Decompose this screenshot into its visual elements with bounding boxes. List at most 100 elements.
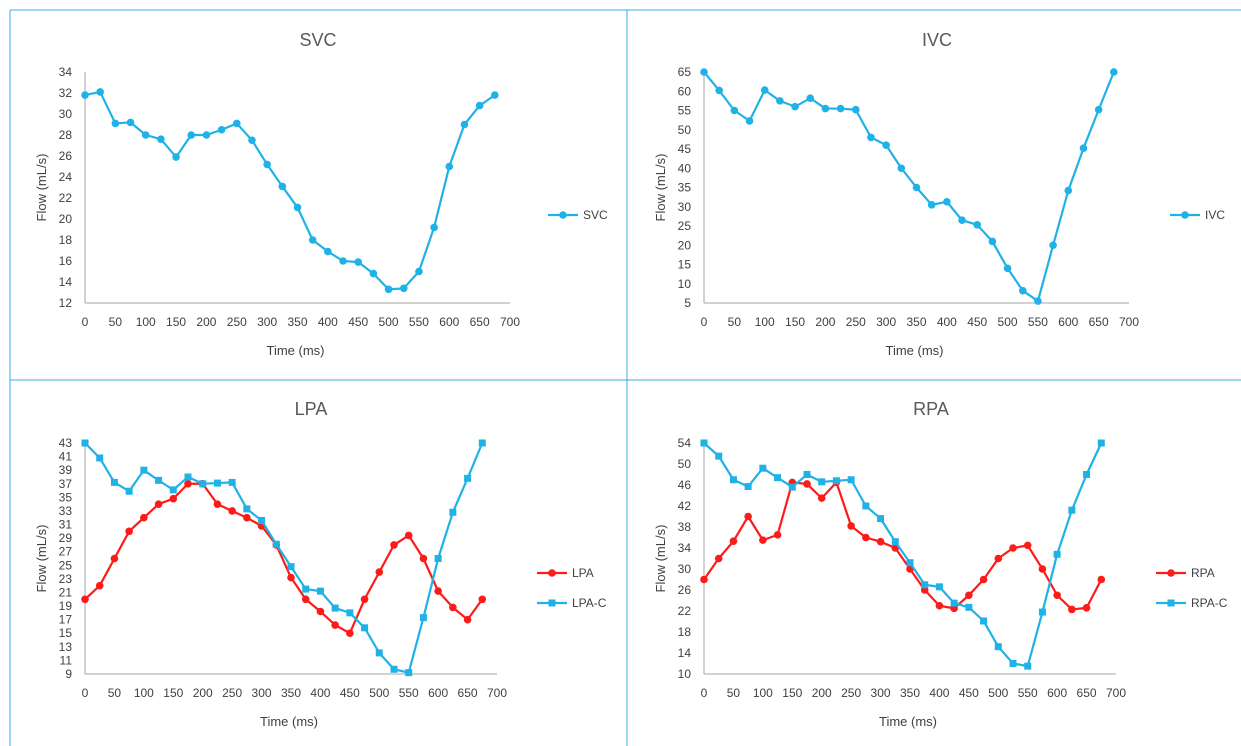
data-point bbox=[316, 587, 324, 595]
x-tick-label: 400 bbox=[937, 315, 957, 329]
y-axis-label: Flow (mL/s) bbox=[653, 525, 668, 593]
data-point bbox=[405, 669, 413, 677]
data-point bbox=[862, 533, 870, 542]
data-point bbox=[287, 573, 295, 582]
data-point bbox=[169, 486, 177, 494]
x-tick-label: 700 bbox=[1106, 686, 1126, 700]
x-tick-label: 350 bbox=[281, 686, 301, 700]
data-point bbox=[877, 515, 885, 523]
series-rpa bbox=[700, 478, 1106, 614]
y-tick-label: 13 bbox=[59, 640, 73, 654]
y-tick-label: 24 bbox=[59, 170, 73, 184]
data-point bbox=[1097, 439, 1105, 447]
data-point bbox=[96, 454, 104, 462]
data-point bbox=[110, 478, 118, 486]
data-point bbox=[463, 615, 472, 624]
legend-swatch-marker bbox=[1167, 599, 1175, 607]
data-point bbox=[111, 119, 120, 128]
data-point bbox=[867, 133, 875, 142]
data-point bbox=[958, 216, 966, 225]
y-tick-label: 22 bbox=[678, 604, 692, 618]
data-point bbox=[1018, 286, 1027, 295]
data-point bbox=[213, 500, 222, 508]
x-tick-label: 250 bbox=[841, 686, 861, 700]
data-point bbox=[475, 101, 484, 110]
data-point bbox=[415, 267, 423, 276]
series-svc bbox=[81, 88, 499, 294]
y-tick-label: 14 bbox=[59, 275, 73, 289]
x-tick-label: 500 bbox=[998, 315, 1018, 329]
data-point bbox=[404, 531, 413, 540]
y-tick-label: 18 bbox=[678, 625, 692, 639]
x-tick-label: 300 bbox=[257, 315, 277, 329]
data-point bbox=[110, 554, 119, 563]
chart-title: IVC bbox=[922, 30, 952, 50]
data-point bbox=[434, 555, 442, 562]
y-tick-label: 32 bbox=[59, 86, 73, 100]
chart-title: SVC bbox=[299, 30, 336, 50]
data-point bbox=[399, 284, 408, 293]
data-point bbox=[1110, 68, 1118, 76]
data-point bbox=[776, 97, 784, 105]
data-point bbox=[788, 483, 796, 491]
chart-title: LPA bbox=[295, 399, 328, 419]
x-tick-label: 50 bbox=[108, 686, 122, 700]
legend-swatch-marker bbox=[559, 211, 567, 219]
data-point bbox=[1053, 591, 1061, 600]
x-tick-label: 150 bbox=[782, 686, 802, 700]
y-tick-label: 10 bbox=[678, 277, 692, 291]
data-point bbox=[935, 601, 944, 610]
data-point bbox=[125, 527, 133, 536]
panel-borders bbox=[9, 9, 1241, 746]
x-tick-label: 250 bbox=[227, 315, 247, 329]
y-tick-label: 35 bbox=[678, 181, 692, 195]
data-point bbox=[862, 502, 870, 510]
x-tick-label: 200 bbox=[193, 686, 213, 700]
legend-label: LPA bbox=[572, 566, 594, 580]
data-point bbox=[154, 500, 163, 508]
y-tick-label: 25 bbox=[59, 558, 73, 572]
x-tick-label: 650 bbox=[1089, 315, 1109, 329]
data-point bbox=[1068, 605, 1076, 614]
data-point bbox=[272, 540, 280, 548]
x-tick-label: 550 bbox=[409, 315, 429, 329]
y-axis-label: Flow (mL/s) bbox=[653, 154, 668, 222]
y-tick-label: 37 bbox=[59, 477, 73, 491]
data-point bbox=[95, 581, 104, 590]
y-tick-label: 31 bbox=[59, 518, 73, 532]
data-point bbox=[1097, 575, 1106, 584]
data-point bbox=[184, 479, 192, 488]
data-point bbox=[897, 164, 906, 173]
data-point bbox=[1079, 144, 1088, 153]
data-point bbox=[1082, 604, 1091, 612]
data-point bbox=[126, 118, 135, 127]
legend-label: RPA-C bbox=[1191, 596, 1228, 610]
legend-swatch-marker bbox=[548, 569, 556, 577]
data-point bbox=[369, 269, 378, 278]
x-axis-label: Time (ms) bbox=[879, 714, 937, 729]
chart-panel-svc: SVC 12 14 16 18 20 22 24 26 28 30 32 34 0 50 100 150 200 2… bbox=[34, 30, 608, 358]
data-point bbox=[817, 494, 826, 502]
data-point bbox=[876, 537, 885, 546]
data-point bbox=[803, 471, 811, 478]
y-tick-label: 29 bbox=[59, 531, 73, 545]
data-point bbox=[700, 439, 708, 447]
data-point bbox=[243, 505, 251, 513]
data-point bbox=[375, 649, 383, 657]
y-tick-label: 55 bbox=[678, 104, 692, 118]
y-axis-label: Flow (mL/s) bbox=[34, 154, 49, 222]
y-tick-label: 5 bbox=[684, 296, 691, 310]
data-point bbox=[979, 575, 988, 584]
data-point bbox=[715, 86, 723, 95]
y-tick-label: 22 bbox=[59, 191, 73, 205]
data-point bbox=[478, 439, 486, 447]
data-point bbox=[1038, 608, 1046, 616]
y-tick-label: 54 bbox=[678, 436, 692, 450]
series-line bbox=[703, 481, 1103, 611]
data-point bbox=[390, 665, 398, 673]
x-tick-label: 0 bbox=[701, 686, 708, 700]
data-point bbox=[199, 480, 207, 488]
x-tick-label: 650 bbox=[458, 686, 478, 700]
y-tick-label: 12 bbox=[59, 296, 73, 310]
y-tick-label: 38 bbox=[678, 520, 692, 534]
